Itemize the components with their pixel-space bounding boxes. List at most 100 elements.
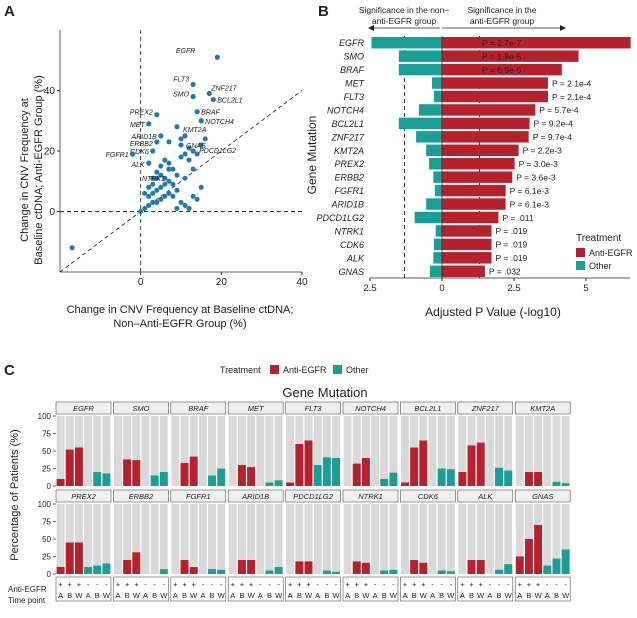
facet-column-bg <box>371 504 380 574</box>
header-right-line2: anti-EGFR group <box>470 16 535 26</box>
bar-anti-kmt2a <box>442 144 519 156</box>
scatter-point-braf <box>194 109 200 115</box>
facet-time-marker: W <box>160 591 168 600</box>
bar-other-met <box>431 77 442 89</box>
scatter-point-cdk6 <box>150 148 156 154</box>
facet-column-bg <box>247 504 256 574</box>
facet-time-marker: B <box>354 591 359 600</box>
facet-column-bg <box>114 504 122 574</box>
scatter-xlabel-line2: Non–Anti-EGFR Group (%) <box>113 318 246 330</box>
bar-anti-pdcd1lg2 <box>442 211 499 224</box>
bar-anti-fgfr1 <box>442 184 506 197</box>
facet-column-bg <box>74 504 83 574</box>
facet-anti-marker: - <box>202 580 205 589</box>
scatter-point <box>170 193 176 199</box>
facet-strip <box>514 489 571 503</box>
bar-x-tick-label: 5 <box>583 283 588 294</box>
facet-column-bg <box>552 416 561 486</box>
facet-anti-marker: + <box>469 580 474 589</box>
facet-bar-bcl2l1-5 <box>446 469 455 486</box>
facet-column-bg <box>352 504 361 574</box>
facet-column-bg <box>93 416 102 486</box>
bar-legend-swatch-other <box>576 261 585 270</box>
facet-column-bg <box>102 504 111 574</box>
facet-time-marker: W <box>362 591 370 600</box>
facet-bar-cdk6-1 <box>410 560 419 574</box>
facet-anti-marker: - <box>450 580 453 589</box>
facet-panel <box>170 416 226 486</box>
facet-marker-box <box>113 576 169 602</box>
facet-column-bg <box>56 416 65 486</box>
facet-anti-marker: + <box>306 580 311 589</box>
facet-panel <box>285 504 341 574</box>
facet-panel <box>56 504 111 574</box>
facet-column-bg <box>102 416 111 486</box>
facet-time-marker: A <box>345 591 350 600</box>
facet-anti-marker: + <box>421 580 426 589</box>
scatter-point-gnas <box>178 142 184 148</box>
facet-y-tick-label: 50 <box>42 447 51 456</box>
scatter-point-arid1b <box>158 133 164 139</box>
facet-anti-marker: + <box>460 580 465 589</box>
bar-pvalue-label: P = 9.7e-4 <box>533 132 573 142</box>
scatter-point <box>190 166 196 172</box>
scatter-point <box>194 151 200 157</box>
bar-x-tick-label: 2.5 <box>363 283 376 294</box>
scatter-point <box>190 193 196 199</box>
facet-bar-prex2-5 <box>102 563 111 574</box>
scatter-point <box>158 172 164 178</box>
facet-column-bg <box>228 416 237 486</box>
facet-y-tick-label: 100 <box>38 412 52 421</box>
facet-bar-bcl2l1-2 <box>419 440 428 486</box>
facet-column-bg <box>446 416 455 486</box>
facet-time-marker: W <box>477 591 485 600</box>
facet-bar-smo-1 <box>123 459 132 486</box>
bar-pvalue-label: P = 2.2e-3 <box>523 146 563 156</box>
bar-other-pdcd1lg2 <box>414 211 442 224</box>
facet-bar-gnas-5 <box>561 549 570 574</box>
facet-column-bg <box>313 504 322 574</box>
facet-panel <box>343 504 398 574</box>
scatter-point <box>150 190 156 196</box>
scatter-point <box>146 202 152 208</box>
scatter-point <box>186 157 192 163</box>
scatter-point <box>154 169 160 175</box>
arrowhead-left <box>368 25 374 31</box>
scatter-point <box>194 196 200 202</box>
facet-bar-notch4-5 <box>389 472 398 486</box>
scatter-points: EGFR FLT3 ZNF217 SMO BCL2L1 BRAF PREX2 NOTCH4 ME… <box>69 48 243 251</box>
bar-other-arid1b <box>426 198 442 210</box>
scatter-point <box>166 139 172 145</box>
facet-bar-flt3-4 <box>322 457 331 486</box>
facet-time-marker: B <box>95 591 100 600</box>
bar-pvalue-label: P = .019 <box>496 240 528 250</box>
scatter-y-tick-label: 20 <box>44 147 56 158</box>
bar-gene-label: ZNF217 <box>330 132 365 142</box>
scatter-point-notch4 <box>198 118 204 124</box>
scatter-label-gnas: GNAS <box>186 143 206 150</box>
facet-bar-notch4-4 <box>380 479 389 486</box>
facet-column-bg <box>389 416 398 486</box>
scatter-point <box>202 136 208 142</box>
facet-column-bg <box>495 504 504 574</box>
scatter-point <box>146 184 152 190</box>
scatter-x-tick-label: 20 <box>216 277 228 288</box>
facet-bar-bcl2l1-4 <box>437 468 446 486</box>
facet-strip <box>227 401 284 415</box>
scatter-point <box>158 196 164 202</box>
facet-column-bg <box>123 416 132 486</box>
scatter-point <box>198 184 204 190</box>
scatter-point-fgfr1 <box>130 151 136 157</box>
bar-gene-label: FLT3 <box>344 92 364 102</box>
facet-column-bg <box>274 504 283 574</box>
facet-grid: EGFR 0 25 50 75 100 SMO BRAF MET FLT3 NOTCH4 BCL2L1… <box>38 401 571 602</box>
facet-time-marker: A <box>402 591 407 600</box>
facet-strip <box>342 489 399 503</box>
facet-column-bg <box>476 504 485 574</box>
bar-other-fgfr1 <box>434 184 442 197</box>
facet-panel <box>400 416 456 486</box>
facet-bar-fgfr1-5 <box>217 569 226 574</box>
scatter-y-tick-label: 40 <box>44 86 56 97</box>
bar-gene-label: KMT2A <box>334 146 364 156</box>
scatter-label-alk: ALK <box>130 162 145 169</box>
